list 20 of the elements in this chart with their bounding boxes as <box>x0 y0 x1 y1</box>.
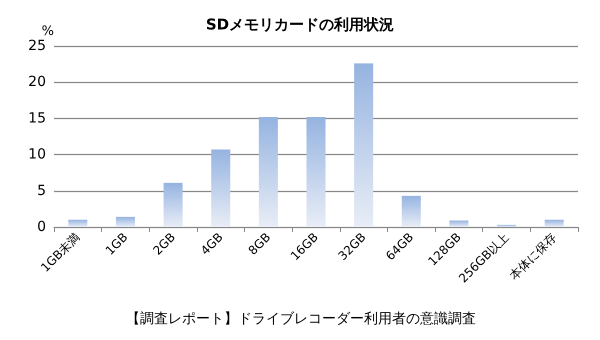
text: 【調査レポート】ドライブレコーダー利用者の意識調査 <box>126 311 476 327</box>
bar <box>354 63 374 227</box>
x-tick-label: 本体に保存 <box>506 230 560 282</box>
y-tick-label: 25 <box>28 38 46 54</box>
y-tick-label: 5 <box>37 182 46 199</box>
bar <box>211 150 230 227</box>
chart-title: SDメモリカードの利用状況 <box>206 16 394 34</box>
y-tick-label: 15 <box>28 110 46 126</box>
bar <box>116 216 135 227</box>
bar <box>544 220 564 227</box>
y-tick-label: 10 <box>28 146 46 163</box>
bar <box>402 196 421 227</box>
bar <box>68 220 88 227</box>
y-tick-label: 0 <box>37 219 46 235</box>
bar <box>306 116 326 227</box>
y-axis-title: % <box>42 24 54 39</box>
bar <box>258 116 278 227</box>
bar <box>164 182 183 227</box>
y-tick-label: 20 <box>28 74 46 90</box>
bar <box>449 220 468 227</box>
